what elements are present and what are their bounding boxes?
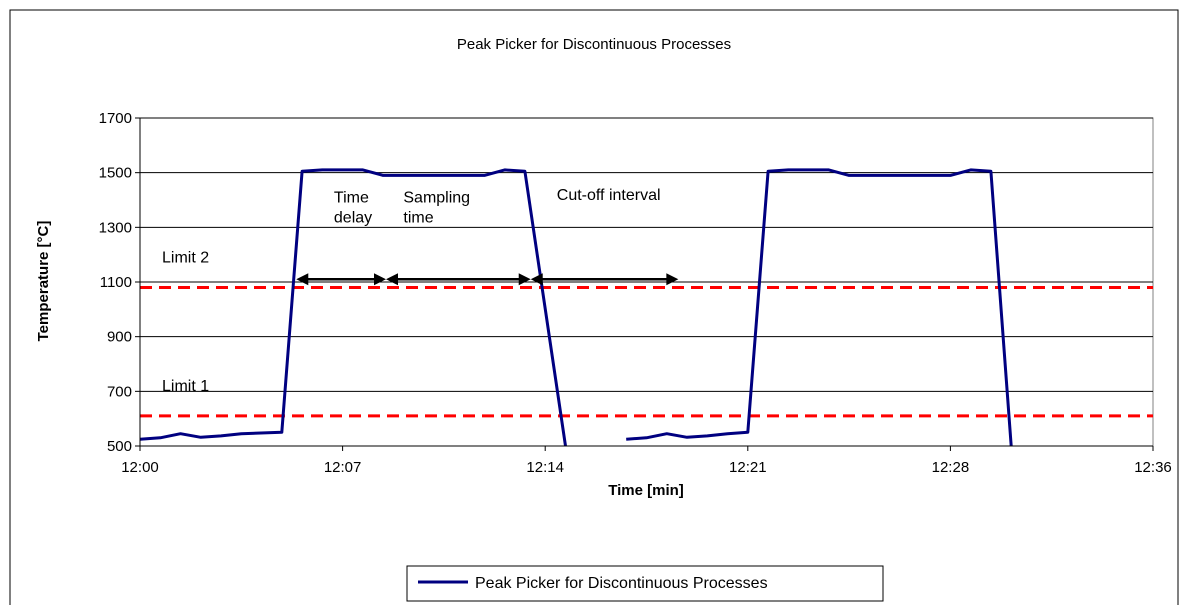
y-tick-label: 1500 bbox=[99, 165, 132, 182]
annotation-text: Time delay bbox=[334, 190, 372, 227]
x-tick-label: 12:36 bbox=[1134, 459, 1172, 476]
y-tick-label: 1100 bbox=[100, 274, 132, 291]
series-lines bbox=[139, 168, 1013, 447]
interval-arrow bbox=[386, 273, 531, 286]
x-tick-label: 12:21 bbox=[729, 459, 767, 476]
y-axis-label: Temperature [°C] bbox=[35, 221, 52, 342]
series-line bbox=[139, 168, 567, 447]
annotation-text: Sampling time bbox=[403, 190, 470, 227]
threshold-lines: Limit 2 Limit 1 bbox=[140, 249, 1153, 418]
series-line bbox=[626, 168, 1013, 447]
y-tick-label: 700 bbox=[107, 383, 132, 400]
interval-arrow bbox=[296, 273, 387, 286]
y-tick-label: 1700 bbox=[99, 110, 132, 127]
legend: Peak Picker for Discontinuous Processes bbox=[406, 565, 884, 602]
y-tick-label: 500 bbox=[107, 438, 132, 455]
axis-ticks: 500 700 900 1100 1300 1500 1700 12:00 12:07 12:14… bbox=[99, 110, 1172, 476]
interval-arrows bbox=[296, 273, 679, 286]
annotation-text: Cut-off interval bbox=[557, 187, 661, 204]
x-tick-label: 12:28 bbox=[932, 459, 970, 476]
annotations: Time delay Sampling time Cut-off interval bbox=[334, 187, 661, 227]
threshold-label: Limit 1 bbox=[162, 378, 209, 395]
x-tick-label: 12:00 bbox=[121, 459, 159, 476]
threshold-label: Limit 2 bbox=[162, 249, 209, 266]
chart-title: Peak Picker for Discontinuous Processes bbox=[457, 36, 731, 53]
legend-box bbox=[406, 565, 884, 602]
interval-arrow bbox=[530, 273, 679, 286]
grid-lines bbox=[140, 117, 1153, 392]
x-tick-label: 12:14 bbox=[526, 459, 564, 476]
legend-label: Peak Picker for Discontinuous Processes bbox=[475, 575, 768, 592]
x-axis-label: Time [min] bbox=[608, 482, 684, 499]
x-tick-label: 12:07 bbox=[324, 459, 362, 476]
y-tick-label: 1300 bbox=[99, 219, 132, 236]
y-tick-label: 900 bbox=[107, 329, 132, 346]
